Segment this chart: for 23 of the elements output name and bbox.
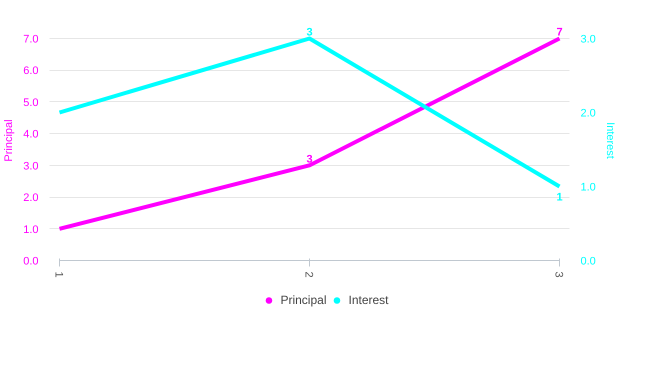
data-label: 1 <box>556 192 563 204</box>
y2-tick-label: 1.0 <box>580 182 596 194</box>
x-tick-label: 1 <box>52 272 64 278</box>
y-tick-label: 7.0 <box>23 34 39 46</box>
legend-label: Interest <box>348 293 389 307</box>
y-tick-label: 1.0 <box>23 224 39 236</box>
y-tick-label: 6.0 <box>23 65 39 78</box>
data-label: 3 <box>306 26 313 38</box>
y-tick-label: 2.0 <box>23 192 39 204</box>
y-tick-label: 5.0 <box>23 96 39 109</box>
y2-tick-label: 0.0 <box>580 256 596 268</box>
y-axis-title: Principal <box>3 119 16 162</box>
x-tick-label: 2 <box>302 272 314 278</box>
y-tick-label: 4.0 <box>23 128 39 141</box>
data-label: 7 <box>556 26 563 38</box>
y2-tick-label: 2.0 <box>580 108 596 120</box>
x-tick-label: 3 <box>552 272 564 278</box>
y2-axis-title: Interest <box>604 122 616 159</box>
data-label: 3 <box>306 153 313 166</box>
y-tick-label: 0.0 <box>23 256 39 268</box>
y2-tick-label: 3.0 <box>580 34 596 46</box>
legend-label: Principal <box>280 293 326 307</box>
y-tick-label: 3.0 <box>23 160 39 172</box>
